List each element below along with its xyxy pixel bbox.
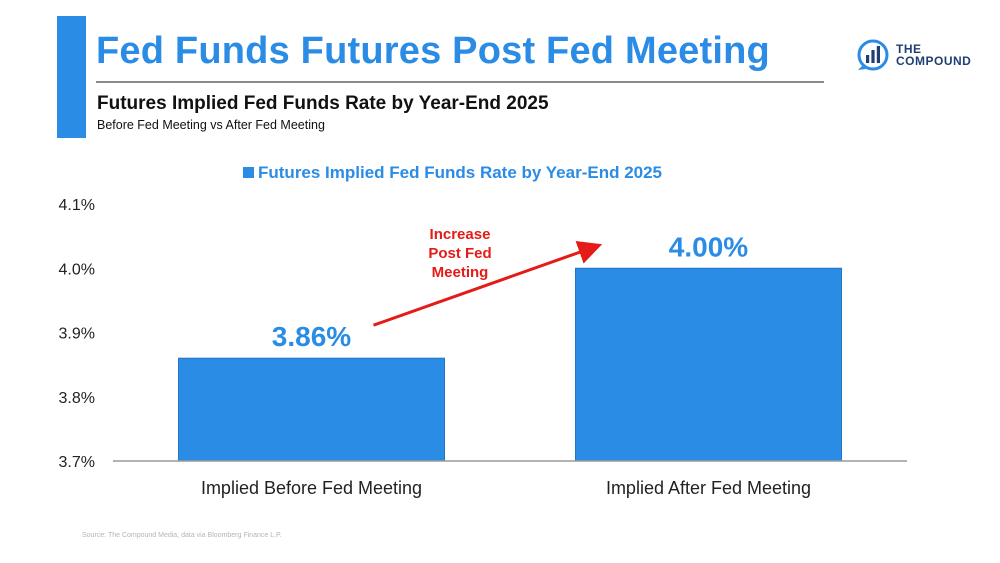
annotation-text: Meeting (432, 264, 489, 281)
title-divider (96, 81, 824, 83)
page-title: Fed Funds Futures Post Fed Meeting (96, 30, 770, 72)
data-label: 3.86% (272, 321, 351, 352)
legend-swatch (243, 167, 254, 178)
y-tick-label: 3.7% (59, 454, 95, 471)
brand-logo: THE COMPOUND (856, 38, 971, 72)
y-tick-label: 3.8% (59, 390, 95, 407)
x-tick-label: Implied After Fed Meeting (606, 478, 811, 498)
bar (178, 357, 445, 462)
x-tick-label: Implied Before Fed Meeting (201, 478, 422, 498)
brand-wordmark: THE COMPOUND (896, 43, 971, 67)
brand-line-1: THE (896, 42, 922, 56)
data-label: 4.00% (669, 231, 748, 262)
annotation-text: Post Fed (428, 245, 491, 262)
y-tick-label: 4.0% (59, 261, 95, 278)
annotation-arrow (372, 240, 603, 327)
page-subtitle: Futures Implied Fed Funds Rate by Year-E… (97, 93, 549, 114)
bar (575, 267, 842, 462)
page-subtitle-secondary: Before Fed Meeting vs After Fed Meeting (97, 118, 325, 132)
source-note: Source: The Compound Media, data via Blo… (82, 532, 282, 539)
title-accent-bar (57, 16, 86, 138)
brand-line-2: COMPOUND (896, 54, 972, 68)
compound-logo-icon (857, 39, 889, 71)
legend-label: Futures Implied Fed Funds Rate by Year-E… (258, 163, 662, 182)
y-tick-label: 4.1% (59, 197, 95, 214)
y-tick-label: 3.9% (59, 326, 95, 343)
annotation-text: Increase (430, 226, 491, 243)
